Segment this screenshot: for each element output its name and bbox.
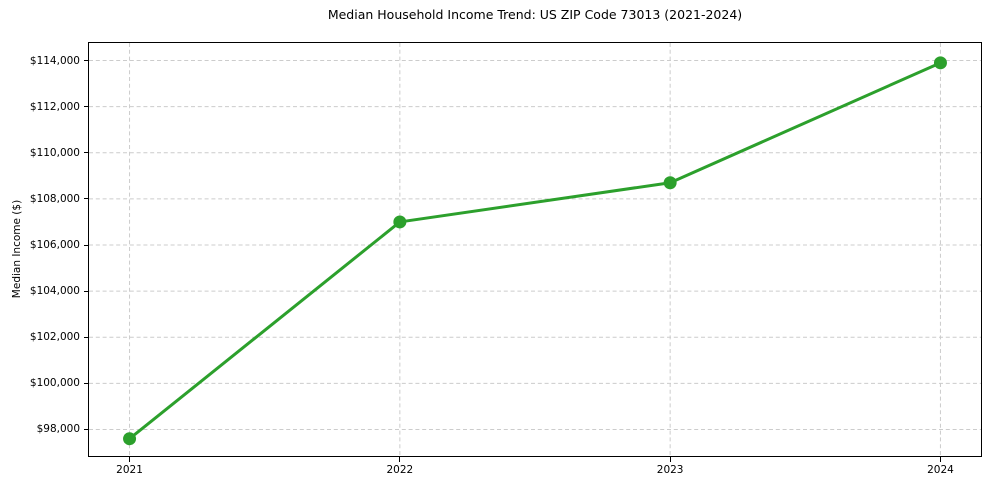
y-tick-mark <box>84 106 89 108</box>
y-tick-mark <box>84 336 89 338</box>
data-point-marker <box>123 432 137 446</box>
data-point-marker <box>933 56 947 70</box>
y-tick-label: $108,000 <box>29 192 80 205</box>
x-tick-label: 2021 <box>116 464 143 476</box>
y-tick-label: $98,000 <box>36 423 80 436</box>
y-tick-label: $114,000 <box>29 54 80 67</box>
data-point-marker <box>663 176 677 190</box>
x-tick-label: 2024 <box>927 464 954 476</box>
trend-line-svg <box>89 43 981 456</box>
y-tick-mark <box>84 244 89 246</box>
x-tick-mark <box>129 457 131 462</box>
y-tick-label: $106,000 <box>29 239 80 251</box>
x-tick-label: 2023 <box>656 464 684 476</box>
chart-title: Median Household Income Trend: US ZIP Co… <box>327 7 743 22</box>
y-tick-label: $104,000 <box>29 285 80 298</box>
plot-area <box>88 42 982 457</box>
y-tick-label: $100,000 <box>29 377 80 390</box>
y-tick-mark <box>84 198 89 200</box>
y-tick-label: $102,000 <box>29 331 80 344</box>
y-tick-mark <box>84 290 89 292</box>
y-tick-label: $110,000 <box>29 146 80 159</box>
trend-line <box>128 61 942 441</box>
x-tick-label: 2022 <box>386 464 414 476</box>
x-tick-mark <box>669 457 671 462</box>
y-tick-mark <box>84 382 89 384</box>
data-point-marker <box>393 215 407 229</box>
x-tick-mark <box>399 457 401 462</box>
x-tick-mark <box>939 457 941 462</box>
y-tick-mark <box>84 60 89 62</box>
y-tick-mark <box>84 428 89 430</box>
y-tick-label: $112,000 <box>29 100 80 113</box>
y-tick-mark <box>84 152 89 154</box>
